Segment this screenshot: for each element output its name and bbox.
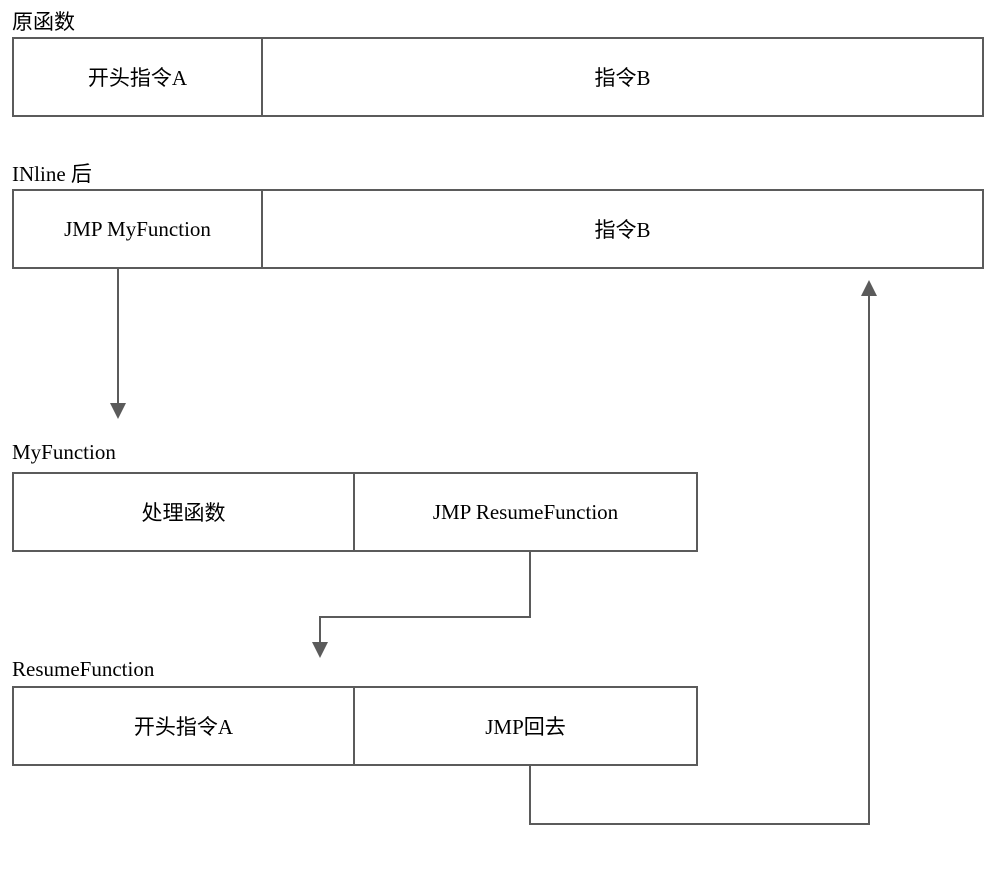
label-resume-function: ResumeFunction — [12, 657, 154, 682]
cell-original-a: 开头指令A — [14, 39, 263, 115]
cell-inline-b: 指令B — [263, 191, 982, 267]
label-original-function: 原函数 — [12, 6, 75, 36]
arrow-resume-to-inline-head — [861, 280, 877, 296]
arrow-myfunc-down1 — [529, 552, 531, 618]
arrow-myfunc-to-resume-head — [312, 642, 328, 658]
label-after-inline: INline 后 — [12, 158, 92, 188]
box-inline: JMP MyFunction 指令B — [12, 189, 984, 269]
arrow-resume-up — [868, 295, 870, 825]
cell-original-b: 指令B — [263, 39, 982, 115]
box-resume-function: 开头指令A JMP回去 — [12, 686, 698, 766]
cell-inline-jmp: JMP MyFunction — [14, 191, 263, 267]
arrow-myfunc-left — [319, 616, 531, 618]
cell-process-func: 处理函数 — [14, 474, 355, 550]
cell-jmp-resume: JMP ResumeFunction — [355, 474, 696, 550]
cell-jmp-back: JMP回去 — [355, 688, 696, 764]
arrow-resume-right — [529, 823, 870, 825]
cell-resume-a: 开头指令A — [14, 688, 355, 764]
arrow-inline-to-myfunc-head — [110, 403, 126, 419]
arrow-inline-to-myfunc-line — [117, 269, 119, 403]
box-my-function: 处理函数 JMP ResumeFunction — [12, 472, 698, 552]
arrow-resume-down — [529, 766, 531, 825]
label-my-function: MyFunction — [12, 440, 116, 465]
box-original-function: 开头指令A 指令B — [12, 37, 984, 117]
